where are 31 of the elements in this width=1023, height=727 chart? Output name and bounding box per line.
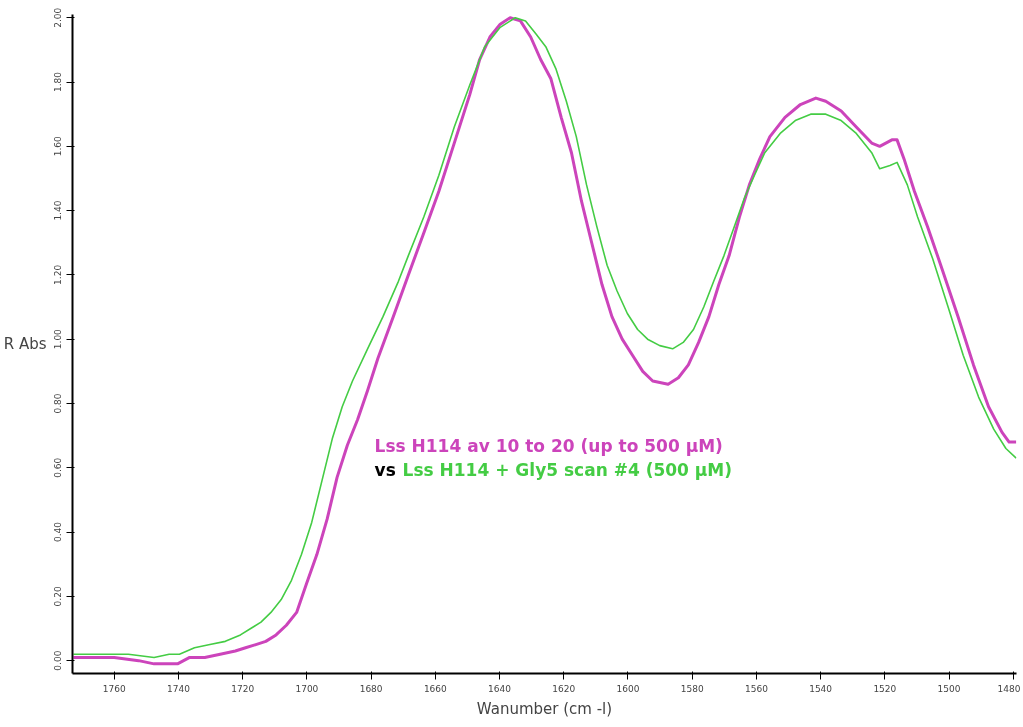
y-tick-label: 1.40 [53, 200, 64, 221]
x-tick-label: 1500 [937, 683, 961, 694]
y-tick-label: 1.80 [53, 71, 64, 93]
y-tick-label: 0.80 [53, 393, 64, 414]
x-tick-label: 1520 [873, 683, 897, 694]
y-tick-label: 0.40 [53, 521, 64, 543]
x-tick-label: 1700 [295, 683, 319, 694]
series-label: Lss H114 av 10 to 20 (up to 500 µM) [374, 436, 723, 457]
x-tick-label: 1720 [231, 683, 255, 694]
y-tick-label: 0.20 [53, 586, 64, 607]
x-tick-label: 1660 [423, 683, 448, 694]
x-tick-label: 1540 [809, 683, 833, 694]
x-tick-label: 1560 [744, 683, 769, 694]
x-tick-label: 1600 [616, 683, 640, 694]
x-tick-label: 1760 [102, 683, 126, 694]
x-tick-label: 1480 [997, 683, 1021, 694]
y-tick-label: 2.00 [53, 7, 64, 28]
x-axis-title: Wanumber (cm -l) [476, 699, 613, 718]
x-tick-label: 1580 [680, 683, 704, 694]
x-tick-label: 1740 [167, 683, 191, 694]
y-tick-label: 1.00 [53, 328, 64, 350]
y-tick-label: 0.00 [53, 650, 64, 671]
x-tick-label: 1640 [488, 683, 512, 694]
y-tick-label: 0.60 [53, 457, 64, 478]
y-axis-title: R Abs [3, 335, 47, 353]
annotation: vs [374, 460, 396, 481]
y-tick-label: 1.60 [53, 136, 64, 157]
y-tick-label: 1.20 [53, 264, 64, 285]
x-tick-label: 1680 [359, 683, 383, 694]
text: Lss H114 + Gly5 scan #4 (500 µM) [402, 460, 733, 481]
x-tick-label: 1620 [552, 683, 576, 694]
